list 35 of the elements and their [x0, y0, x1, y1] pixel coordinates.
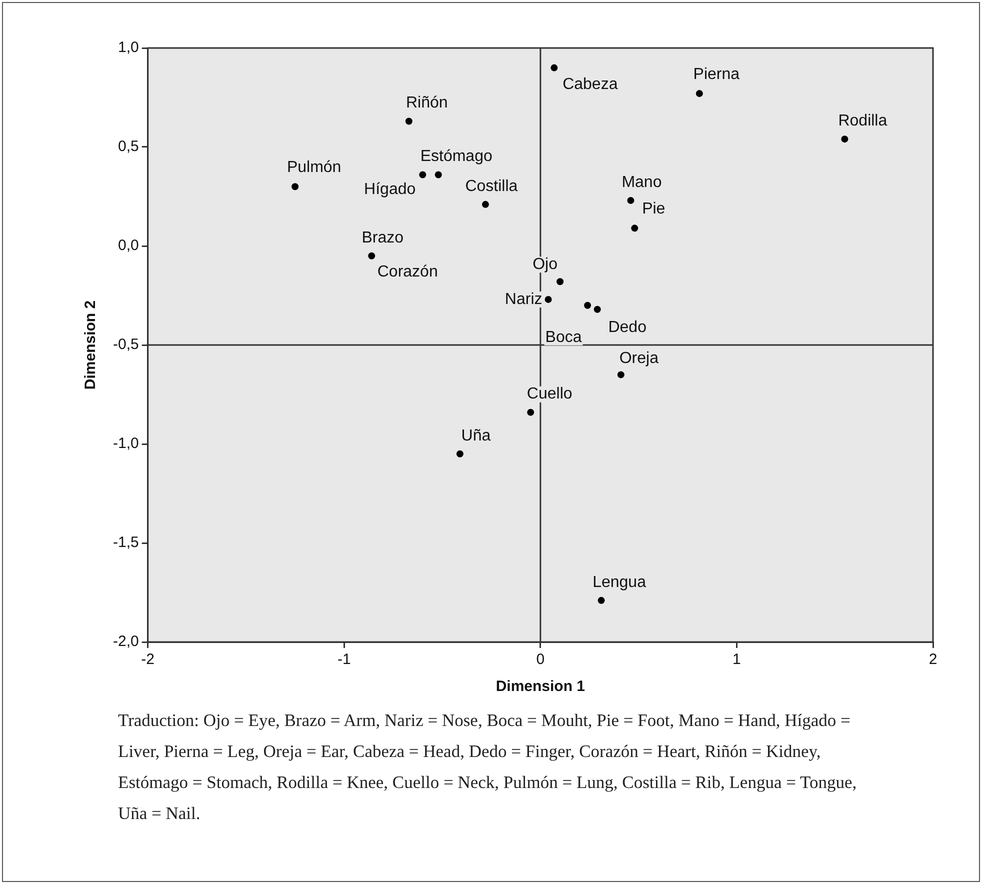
annotation: Estómago — [420, 148, 492, 166]
annotation: Cabeza — [562, 76, 618, 94]
x-tick-label: 2 — [928, 651, 938, 668]
annotation: Cuello — [526, 386, 572, 403]
annotation: Rodilla — [838, 112, 888, 130]
y-tick-label: -1,5 — [112, 534, 139, 552]
annotation: Boca — [545, 328, 582, 346]
y-tick-label: -2,0 — [112, 633, 139, 650]
y-tick-label: 0,0 — [118, 237, 139, 254]
y-tick-label: 1,0 — [118, 39, 139, 56]
annotation: Pie — [642, 200, 666, 218]
annotation: Ojo — [532, 256, 558, 274]
x-axis-title: Dimension 1 — [496, 678, 586, 696]
annotation: Corazón — [377, 263, 438, 280]
annotation: Mano — [622, 174, 662, 191]
x-tick-label: -1 — [337, 651, 351, 668]
annotation: Uña — [461, 427, 491, 444]
annotation: Riñón — [406, 94, 448, 112]
annotation: Lengua — [592, 574, 646, 591]
x-tick-label: 0 — [536, 651, 545, 668]
x-tick-label: -2 — [141, 651, 155, 668]
y-tick-label: -1,0 — [112, 435, 139, 452]
y-tick-label: 0,5 — [118, 138, 139, 156]
annotation: Oreja — [619, 350, 659, 368]
annotation: Nariz — [504, 290, 542, 308]
annotation: Hígado — [364, 181, 416, 198]
annotation: Brazo — [362, 229, 404, 246]
y-axis-title: Dimension 2 — [82, 300, 100, 390]
annotation: Dedo — [608, 318, 647, 336]
annotation: Pierna — [693, 66, 740, 83]
text: Traduction: Ojo = Eye, Brazo = Arm, Nariz = Nose, Boca = Mouht, Pie = Foot, Mano = Hand, Hígado = Liver, Pierna = Leg, Oreja = Ear, Cabeza = Head, Dedo = Finger, Corazón = Heart, Riñón = Kidney, Estómago = Stomach, Rodilla = Knee, Cuello = Neck, Pulmón = Lung, Costilla = Rib, Lengua = Tongue, Uña = Nail. — [118, 709, 858, 825]
annotation: Costilla — [465, 178, 518, 195]
annotation: Pulmón — [286, 159, 342, 176]
y-tick-label: -0,5 — [112, 336, 139, 354]
x-tick-label: 1 — [732, 651, 741, 668]
